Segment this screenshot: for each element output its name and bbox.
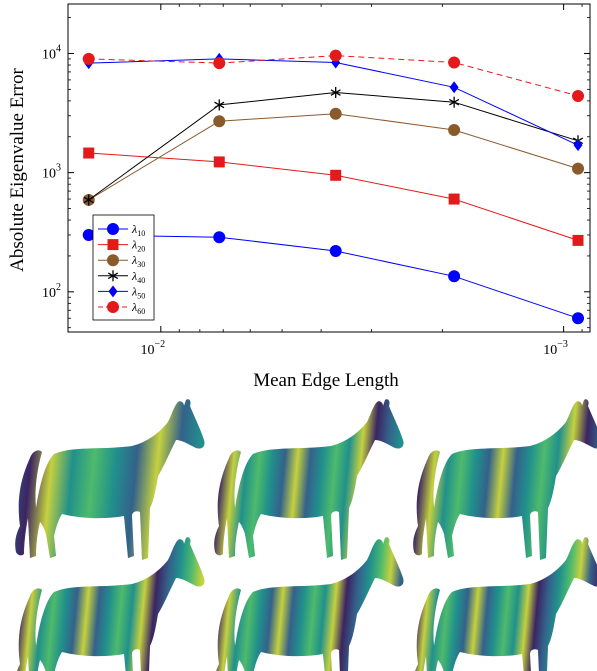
data-point — [572, 162, 585, 175]
x-tick-label: 10−3 — [543, 339, 568, 358]
data-point — [572, 89, 585, 102]
series-30 — [82, 107, 585, 206]
horse-eigenfunction-image — [216, 537, 404, 671]
series-line — [88, 152, 579, 241]
legend-label: λ20 — [131, 238, 145, 254]
legend-marker — [108, 285, 118, 298]
data-point — [213, 115, 226, 128]
series-10 — [82, 228, 585, 325]
data-point — [448, 270, 461, 283]
legend-label: λ60 — [131, 300, 145, 316]
series-50 — [84, 52, 583, 152]
series-group — [82, 49, 585, 325]
legend-entry: λ20 — [98, 238, 145, 254]
legend-entry: λ40 — [98, 269, 145, 285]
legend-marker — [107, 270, 119, 282]
y-tick-label: 103 — [42, 163, 61, 182]
data-point — [448, 56, 461, 69]
series-line — [88, 58, 579, 146]
legend-entry: λ50 — [98, 284, 145, 300]
y-tick-label: 102 — [42, 282, 61, 301]
eigenfunction-images — [15, 399, 597, 671]
data-point — [573, 139, 583, 152]
plot-frame — [67, 3, 591, 333]
data-point — [330, 87, 341, 99]
data-point — [572, 312, 585, 325]
axes-group: 102 103 104 10−2 10−3 — [42, 4, 590, 358]
data-point — [83, 147, 95, 159]
data-point — [214, 99, 225, 111]
horse-eigenfunction-image — [15, 399, 205, 560]
data-point — [329, 107, 342, 120]
data-point — [449, 96, 460, 108]
data-point — [448, 123, 461, 136]
data-point — [329, 244, 342, 257]
y-tick-label: 104 — [42, 43, 61, 62]
data-point — [449, 81, 459, 94]
legend-entry: λ10 — [98, 222, 145, 238]
legend-marker — [107, 301, 119, 313]
legend-label: λ40 — [131, 269, 145, 285]
horse-eigenfunction-image — [413, 399, 597, 560]
data-point — [213, 57, 226, 70]
series-20 — [83, 147, 584, 246]
data-point — [213, 231, 226, 244]
legend-marker — [107, 239, 119, 251]
legend-label: λ10 — [131, 222, 145, 238]
x-tick-label: 10−2 — [141, 339, 166, 358]
legend-entry: λ30 — [98, 253, 145, 269]
x-axis-title: Mean Edge Length — [253, 370, 399, 391]
data-point — [82, 228, 95, 241]
data-point — [329, 49, 342, 62]
data-point — [82, 52, 95, 65]
data-point — [448, 193, 460, 205]
legend-entry: λ60 — [98, 300, 145, 316]
series-60 — [82, 49, 585, 102]
legend-marker — [107, 223, 119, 235]
legend-label: λ50 — [131, 284, 145, 300]
horse-eigenfunction-image — [17, 537, 205, 671]
series-40 — [83, 87, 584, 206]
data-point — [330, 169, 342, 181]
data-point — [213, 156, 225, 168]
data-point — [572, 234, 584, 246]
data-point — [83, 194, 94, 206]
horse-eigenfunction-image — [214, 399, 404, 560]
y-axis-title: Absolute Eigenvalue Error — [7, 67, 28, 271]
series-line — [88, 113, 579, 201]
legend-label: λ30 — [131, 253, 145, 269]
legend-box — [92, 214, 155, 321]
legend-marker — [107, 254, 119, 267]
horse-eigenfunction-image — [415, 537, 597, 671]
